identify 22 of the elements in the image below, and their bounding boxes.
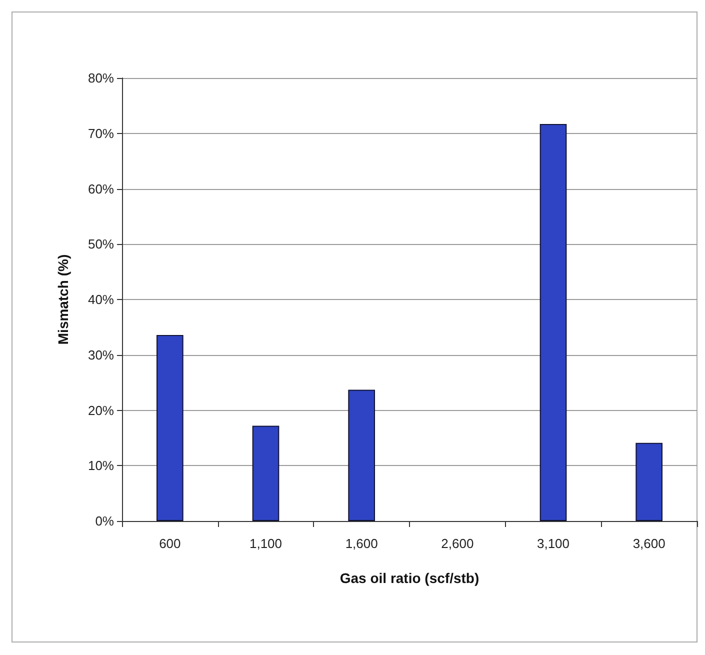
y-tick-label: 20%	[88, 402, 114, 418]
x-tick-label: 3,600	[632, 536, 666, 551]
y-tick-label: 80%	[88, 70, 114, 86]
y-tick-label: 70%	[88, 126, 114, 141]
y-tick-label: 30%	[88, 347, 114, 362]
x-tick-label: 600	[159, 536, 181, 551]
y-axis-title: Mismatch (%)	[55, 254, 71, 345]
y-tick-label: 40%	[88, 292, 114, 307]
bar	[636, 442, 662, 521]
bar	[540, 124, 567, 521]
x-tick-label: 1,100	[249, 536, 282, 551]
bar	[252, 426, 280, 521]
bar	[348, 390, 375, 521]
x-axis-title: Gas oil ratio (scf/stb)	[340, 570, 480, 586]
x-tick-label: 3,100	[536, 536, 570, 551]
y-tick-label: 50%	[88, 236, 114, 252]
bar	[156, 334, 184, 521]
x-tick-label: 1,600	[345, 536, 378, 551]
y-tick-label: 0%	[95, 514, 114, 528]
y-tick-label: 60%	[88, 181, 114, 196]
y-tick-label: 10%	[88, 458, 114, 474]
x-tick-label: 2,600	[441, 536, 474, 551]
